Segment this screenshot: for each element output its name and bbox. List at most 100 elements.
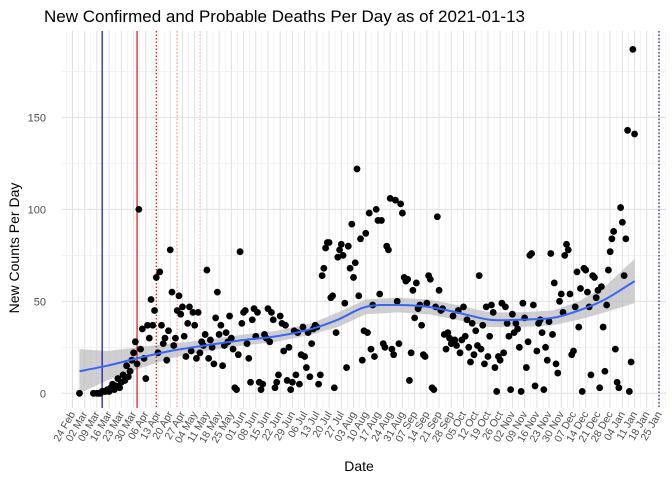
data-point — [512, 320, 520, 327]
data-point — [399, 209, 406, 217]
data-point — [351, 259, 359, 267]
data-point — [540, 386, 548, 394]
data-point — [472, 327, 480, 335]
data-point — [170, 342, 178, 349]
data-point — [570, 347, 577, 355]
data-point — [629, 45, 637, 53]
data-point — [156, 268, 164, 276]
data-point — [573, 268, 581, 276]
data-point — [238, 320, 246, 327]
data-point — [488, 301, 495, 309]
data-point — [318, 272, 326, 279]
data-point — [116, 384, 124, 392]
data-point — [119, 371, 127, 379]
data-point — [215, 331, 223, 338]
data-point — [395, 340, 403, 348]
data-point — [538, 329, 546, 336]
data-point — [346, 264, 354, 272]
data-point — [407, 349, 415, 357]
data-point — [344, 242, 352, 250]
data-point — [481, 360, 488, 368]
data-point — [505, 332, 513, 340]
data-point — [339, 251, 347, 259]
confidence-band-area — [79, 259, 635, 394]
data-point — [615, 384, 623, 392]
data-point — [624, 126, 631, 134]
data-point — [210, 360, 218, 368]
data-point — [280, 347, 288, 355]
data-point — [578, 388, 586, 395]
data-point — [308, 340, 316, 348]
data-point — [378, 217, 385, 224]
data-point — [76, 389, 83, 397]
data-point — [191, 321, 199, 329]
data-point — [301, 353, 309, 360]
data-point — [575, 323, 583, 331]
data-point — [453, 342, 460, 349]
data-point — [201, 331, 209, 338]
data-point — [423, 299, 431, 307]
data-point — [556, 297, 563, 305]
data-point — [405, 377, 413, 384]
data-point — [269, 316, 277, 324]
data-point — [606, 248, 614, 256]
data-point — [442, 345, 450, 353]
data-point — [343, 364, 350, 371]
data-point — [409, 286, 417, 294]
data-point — [130, 349, 137, 357]
data-point — [554, 369, 562, 377]
data-point — [348, 220, 356, 228]
smooth-line — [79, 280, 636, 373]
data-point — [299, 323, 307, 331]
data-point — [166, 246, 174, 254]
data-point — [133, 360, 141, 368]
data-point — [601, 367, 609, 375]
y-tick-label: 150 — [28, 112, 46, 124]
data-point — [528, 250, 535, 257]
data-point — [552, 360, 560, 368]
data-point — [529, 301, 537, 309]
data-point — [302, 364, 310, 371]
data-point — [159, 340, 167, 348]
data-point — [213, 288, 221, 296]
data-point — [608, 235, 616, 243]
data-point — [131, 338, 139, 346]
data-point — [175, 292, 183, 300]
data-point — [604, 266, 612, 274]
data-point — [151, 307, 158, 314]
data-point — [381, 343, 389, 351]
data-point — [187, 347, 195, 355]
data-point — [266, 338, 274, 346]
data-point — [470, 351, 478, 359]
data-points — [76, 45, 638, 397]
data-point — [566, 290, 574, 298]
data-point — [522, 364, 530, 371]
data-point — [493, 388, 501, 395]
data-point — [336, 246, 343, 254]
data-point — [486, 332, 494, 340]
data-point — [367, 345, 375, 353]
data-point — [514, 325, 522, 333]
data-point — [543, 356, 551, 364]
data-point — [330, 384, 338, 392]
data-point — [446, 334, 453, 342]
data-point — [229, 345, 237, 353]
data-point — [397, 200, 405, 208]
data-point — [358, 356, 366, 364]
data-point — [165, 327, 172, 335]
data-point — [145, 334, 153, 342]
y-tick-label: 100 — [28, 204, 46, 216]
data-point — [144, 321, 151, 329]
data-point — [234, 351, 242, 359]
data-point — [631, 130, 638, 138]
data-point — [161, 334, 169, 342]
data-point — [212, 314, 220, 322]
data-point — [332, 329, 340, 336]
reference-lines — [101, 31, 660, 408]
data-point — [193, 354, 200, 362]
data-point — [177, 310, 185, 318]
data-point — [582, 266, 590, 274]
data-point — [126, 367, 134, 375]
data-point — [248, 316, 256, 324]
chart-title: New Confirmed and Probable Deaths Per Da… — [44, 7, 525, 26]
